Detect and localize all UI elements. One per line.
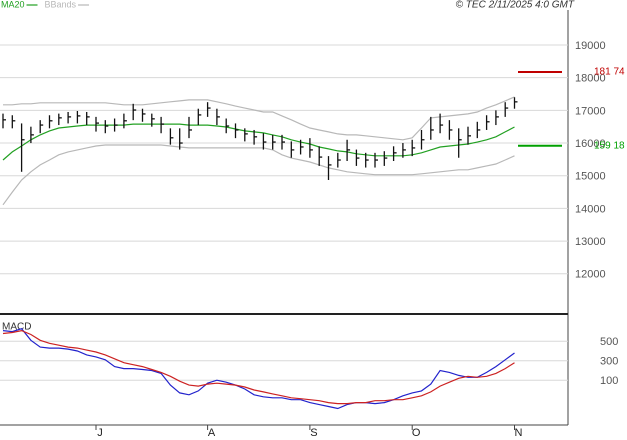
y-tick-label: 18000: [575, 73, 606, 85]
ma-line: [2, 123, 515, 161]
y-tick-label: 16000: [575, 138, 606, 150]
band-line: [2, 144, 515, 206]
y-tick-label: 19000: [575, 40, 606, 52]
y-tick-label: 15000: [575, 171, 606, 183]
y-tick-label: 13000: [575, 236, 606, 248]
x-tick-label: S: [310, 427, 317, 439]
macd-title: MACD: [2, 322, 31, 333]
x-tick-label: A: [208, 427, 216, 439]
y-tick-label: 500: [600, 336, 618, 348]
y-tick-label: 14000: [575, 203, 606, 215]
level-label: 181 74: [594, 67, 625, 78]
y-tick-label: 17000: [575, 105, 606, 117]
y-tick-label: 100: [600, 375, 618, 387]
legend-label: BBands: [45, 0, 77, 9]
level-label: 159 18: [594, 140, 625, 151]
x-tick-label: N: [515, 427, 523, 439]
band-line: [3, 96, 515, 141]
macd-line: [2, 329, 515, 405]
legend-label: MA20: [1, 0, 25, 9]
source: © TEC 2/11/2025 4:0 GMT: [456, 0, 575, 11]
x-tick-label: O: [412, 427, 421, 439]
macd-line: [2, 328, 515, 410]
x-tick-label: J: [97, 427, 103, 439]
y-tick-label: 300: [600, 356, 618, 368]
y-tick-label: 12000: [575, 269, 606, 281]
